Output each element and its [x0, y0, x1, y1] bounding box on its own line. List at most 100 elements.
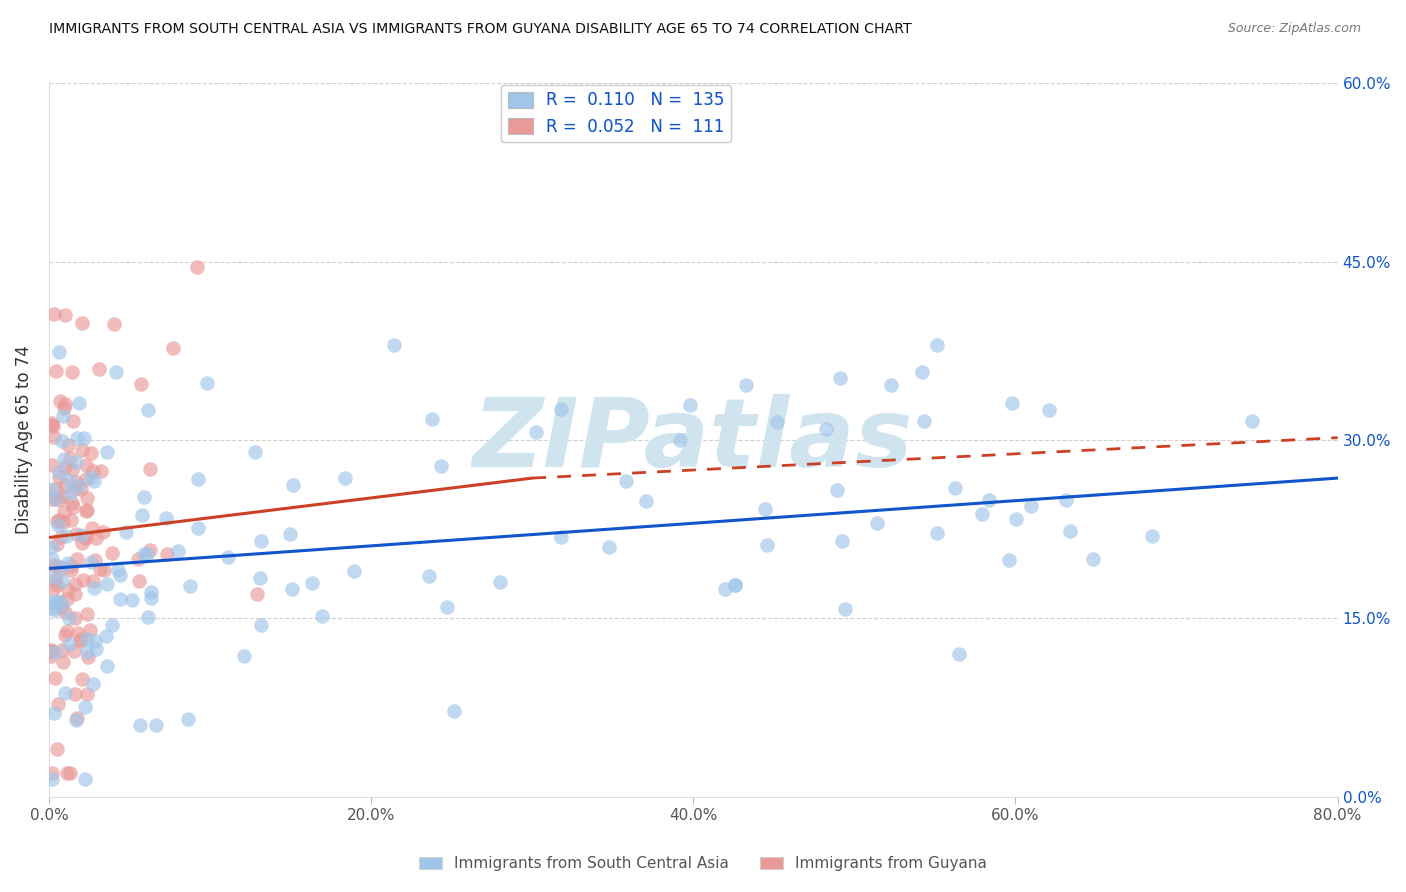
- Point: [1004, 512, 1026, 526]
- Point: [69, 632, 91, 646]
- Point: [53, 308, 76, 322]
- Point: [76, 503, 98, 517]
- Point: [59, 486, 82, 500]
- Point: [141, 591, 163, 606]
- Point: [177, 712, 200, 726]
- Point: [60, 463, 83, 477]
- Point: [53, 628, 76, 642]
- Point: [735, 378, 758, 392]
- Point: [815, 422, 838, 436]
- Point: [48, 345, 70, 359]
- Point: [93, 563, 115, 577]
- Point: [139, 542, 162, 557]
- Point: [82, 677, 104, 691]
- Point: [636, 494, 658, 508]
- Point: [89, 561, 111, 575]
- Point: [62, 414, 84, 428]
- Point: [128, 718, 150, 732]
- Point: [249, 533, 271, 548]
- Point: [614, 474, 637, 488]
- Point: [73, 772, 96, 786]
- Point: [598, 540, 620, 554]
- Point: [65, 714, 87, 728]
- Point: [311, 609, 333, 624]
- Point: [134, 547, 156, 561]
- Point: [53, 401, 76, 416]
- Point: [75, 458, 97, 472]
- Point: [83, 634, 105, 648]
- Point: [84, 642, 107, 657]
- Point: [129, 376, 152, 391]
- Point: [724, 578, 747, 592]
- Point: [70, 442, 93, 457]
- Point: [83, 581, 105, 595]
- Point: [66, 552, 89, 566]
- Point: [301, 576, 323, 591]
- Point: [1019, 499, 1042, 513]
- Point: [53, 452, 76, 467]
- Point: [925, 525, 948, 540]
- Point: [243, 445, 266, 459]
- Point: [76, 645, 98, 659]
- Point: [162, 341, 184, 355]
- Point: [70, 528, 93, 542]
- Point: [765, 415, 787, 429]
- Point: [51, 434, 73, 449]
- Point: [51, 560, 73, 574]
- Point: [48, 492, 70, 507]
- Point: [524, 425, 547, 439]
- Point: [94, 629, 117, 643]
- Point: [280, 582, 302, 597]
- Point: [1140, 529, 1163, 543]
- Point: [121, 593, 143, 607]
- Point: [67, 479, 90, 493]
- Point: [41, 540, 63, 554]
- Point: [925, 337, 948, 351]
- Point: [250, 618, 273, 632]
- Point: [834, 601, 856, 615]
- Point: [51, 642, 73, 657]
- Point: [60, 496, 83, 510]
- Point: [58, 473, 80, 487]
- Point: [49, 600, 72, 615]
- Point: [75, 504, 97, 518]
- Point: [187, 521, 209, 535]
- Point: [669, 433, 692, 447]
- Point: [679, 398, 702, 412]
- Point: [217, 549, 239, 564]
- Point: [912, 414, 935, 428]
- Point: [41, 551, 63, 566]
- Point: [46, 578, 69, 592]
- Point: [754, 502, 776, 516]
- Point: [56, 591, 79, 606]
- Point: [42, 558, 65, 573]
- Point: [55, 686, 77, 700]
- Point: [131, 508, 153, 522]
- Point: [1083, 552, 1105, 566]
- Point: [52, 409, 75, 423]
- Point: [970, 507, 993, 521]
- Point: [136, 402, 159, 417]
- Point: [1054, 492, 1077, 507]
- Point: [41, 595, 63, 609]
- Point: [60, 365, 83, 379]
- Point: [42, 582, 65, 597]
- Point: [550, 401, 572, 416]
- Point: [45, 482, 67, 496]
- Point: [58, 637, 80, 651]
- Y-axis label: Disability Age 65 to 74: Disability Age 65 to 74: [15, 345, 32, 534]
- Point: [45, 536, 67, 550]
- Point: [52, 489, 75, 503]
- Point: [59, 563, 82, 577]
- Point: [418, 569, 440, 583]
- Text: IMMIGRANTS FROM SOUTH CENTRAL ASIA VS IMMIGRANTS FROM GUYANA DISABILITY AGE 65 T: IMMIGRANTS FROM SOUTH CENTRAL ASIA VS IM…: [49, 22, 912, 37]
- Legend: Immigrants from South Central Asia, Immigrants from Guyana: Immigrants from South Central Asia, Immi…: [413, 850, 993, 877]
- Point: [65, 527, 87, 541]
- Point: [89, 362, 111, 376]
- Point: [343, 564, 366, 578]
- Point: [186, 260, 208, 275]
- Point: [1001, 396, 1024, 410]
- Point: [39, 648, 62, 663]
- Point: [278, 527, 301, 541]
- Point: [76, 632, 98, 646]
